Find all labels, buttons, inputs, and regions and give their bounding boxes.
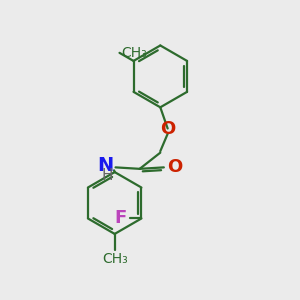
Text: CH₃: CH₃: [102, 253, 128, 266]
Text: O: O: [167, 158, 183, 176]
Text: H: H: [102, 168, 113, 183]
Text: CH₃: CH₃: [121, 46, 147, 60]
Text: F: F: [114, 209, 126, 227]
Text: N: N: [97, 156, 113, 176]
Text: O: O: [160, 119, 175, 137]
